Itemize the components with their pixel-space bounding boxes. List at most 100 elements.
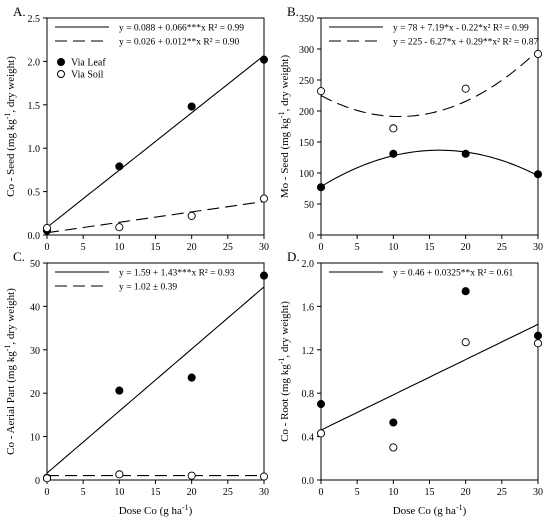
x-tick-label: 5: [355, 487, 360, 498]
y-tick-label: 30: [30, 346, 40, 357]
data-point-via-soil: [316, 87, 326, 96]
fit-line-dashed: [320, 49, 539, 118]
x-tick-label: 25: [223, 242, 233, 253]
data-point-via-leaf: [461, 287, 470, 296]
y-tick-label: 200: [299, 107, 314, 118]
x-tick-label: 15: [425, 487, 435, 498]
data-point-via-leaf: [187, 373, 196, 382]
y-tick-label: 40: [30, 302, 40, 313]
x-tick-label: 10: [388, 242, 398, 253]
x-tick-label: 25: [497, 487, 507, 498]
data-point-via-soil: [115, 470, 124, 479]
x-tick-label: 30: [533, 487, 543, 498]
y-tick-label: 0: [35, 476, 40, 487]
legend-marker-leaf: [57, 58, 65, 66]
x-tick-label: 20: [461, 487, 471, 498]
fit-line-solid: [46, 286, 265, 474]
y-tick-label: 0.5: [28, 188, 41, 199]
data-point-via-leaf: [533, 331, 543, 340]
fit-equation-label: y = 78 + 7.19*x - 0.22*x² R² = 0.99: [393, 24, 529, 34]
y-tick-label: 0.0: [302, 476, 315, 487]
data-point-via-soil: [259, 472, 269, 481]
data-point-via-soil: [389, 443, 398, 452]
y-axis-label: Co - Aerial Part (mg kg-1, dry weight): [3, 288, 17, 455]
data-point-via-leaf: [389, 149, 398, 158]
data-point-via-leaf: [316, 399, 326, 409]
y-tick-label: 2.0: [28, 57, 41, 68]
data-point-via-leaf: [389, 418, 398, 427]
fit-equation-label: y = 0.088 + 0.066***x R² = 0.99: [119, 24, 244, 34]
data-point-via-soil: [533, 339, 543, 348]
x-axis-label: Dose Co (g ha-1): [119, 503, 193, 517]
y-axis-label: Mo - Seed (mg kg-1, dry weight): [277, 55, 291, 199]
x-tick-label: 30: [533, 242, 543, 253]
x-tick-label: 10: [114, 242, 124, 253]
x-tick-label: 15: [151, 487, 161, 498]
y-tick-label: 50: [304, 200, 314, 211]
data-point-via-soil: [461, 338, 470, 347]
x-tick-label: 25: [223, 487, 233, 498]
x-tick-label: 20: [187, 242, 197, 253]
fit-line-solid: [320, 149, 539, 188]
panel-label: A.: [13, 4, 26, 19]
fit-line-solid: [46, 55, 265, 228]
data-point-via-soil: [389, 124, 398, 133]
legend-marker-soil: [57, 70, 65, 78]
data-point-via-leaf: [187, 102, 196, 111]
legend-label-leaf: Via Leaf: [71, 58, 106, 69]
y-tick-label: 10: [30, 433, 40, 444]
data-point-via-soil: [533, 49, 543, 59]
data-point-via-soil: [461, 84, 470, 93]
y-tick-label: 2.0: [302, 259, 315, 270]
data-point-via-soil: [42, 224, 52, 233]
plot-frame: [46, 262, 265, 481]
legend-label-soil: Via Soil: [71, 70, 104, 81]
y-tick-label: 0: [309, 231, 314, 242]
data-point-via-soil: [259, 194, 269, 203]
plot-frame: [320, 17, 539, 236]
x-axis-label: Dose Co (g ha-1): [393, 503, 467, 517]
data-point-via-soil: [115, 223, 124, 232]
y-tick-label: 0.8: [302, 389, 315, 400]
data-point-via-leaf: [259, 271, 269, 280]
panel-b: B. 0 50 100 150 200 250 300 350 0 5 10 15 20 25 30 Mo - …: [277, 4, 543, 253]
x-tick-label: 0: [45, 242, 50, 253]
y-axis-label: Co - Root (mg kg-1, dry weight): [277, 301, 291, 442]
panel-label: B.: [287, 4, 299, 19]
data-point-via-leaf: [259, 55, 269, 64]
x-tick-label: 0: [319, 487, 324, 498]
panel-d: D. 0.0 0.4 0.8 1.2 1.6 2.0 0 5 10 15 20 25 30 Co - Roo…: [277, 249, 543, 517]
data-point-via-leaf: [115, 162, 124, 171]
fit-equation-label: y = 1.59 + 1.43***x R² = 0.93: [119, 269, 235, 279]
x-tick-label: 30: [259, 487, 269, 498]
fit-equation-label: y = 0.46 + 0.0325**x R² = 0.61: [393, 269, 514, 279]
y-tick-label: 300: [299, 45, 314, 56]
data-point-via-soil: [316, 429, 326, 438]
x-tick-label: 0: [45, 487, 50, 498]
panel-label: D.: [287, 249, 300, 264]
data-point-via-soil: [187, 211, 196, 220]
x-tick-label: 20: [187, 487, 197, 498]
panel-a: A. 0.0 0.5 1.0 1.5 2.0 2.5 0 5 10 15 20 25 30 Co - See…: [3, 4, 269, 253]
y-tick-label: 350: [299, 14, 314, 25]
x-tick-label: 5: [81, 242, 86, 253]
x-tick-label: 10: [388, 487, 398, 498]
y-tick-label: 20: [30, 389, 40, 400]
plot-frame: [320, 262, 539, 481]
data-point-via-leaf: [461, 149, 470, 158]
y-tick-label: 100: [299, 169, 314, 180]
fit-line-dashed: [46, 200, 265, 234]
data-point-via-soil: [187, 471, 196, 480]
x-tick-label: 30: [259, 242, 269, 253]
y-tick-label: 1.2: [302, 346, 315, 357]
x-tick-label: 20: [461, 242, 471, 253]
y-tick-label: 1.0: [28, 144, 41, 155]
x-tick-label: 15: [151, 242, 161, 253]
fit-equation-label: y = 225 - 6.27*x + 0.29**x² R² = 0.87: [393, 38, 539, 48]
x-tick-label: 5: [81, 487, 86, 498]
x-tick-label: 25: [497, 242, 507, 253]
x-tick-label: 0: [319, 242, 324, 253]
y-tick-label: 150: [299, 138, 314, 149]
x-tick-label: 15: [425, 242, 435, 253]
